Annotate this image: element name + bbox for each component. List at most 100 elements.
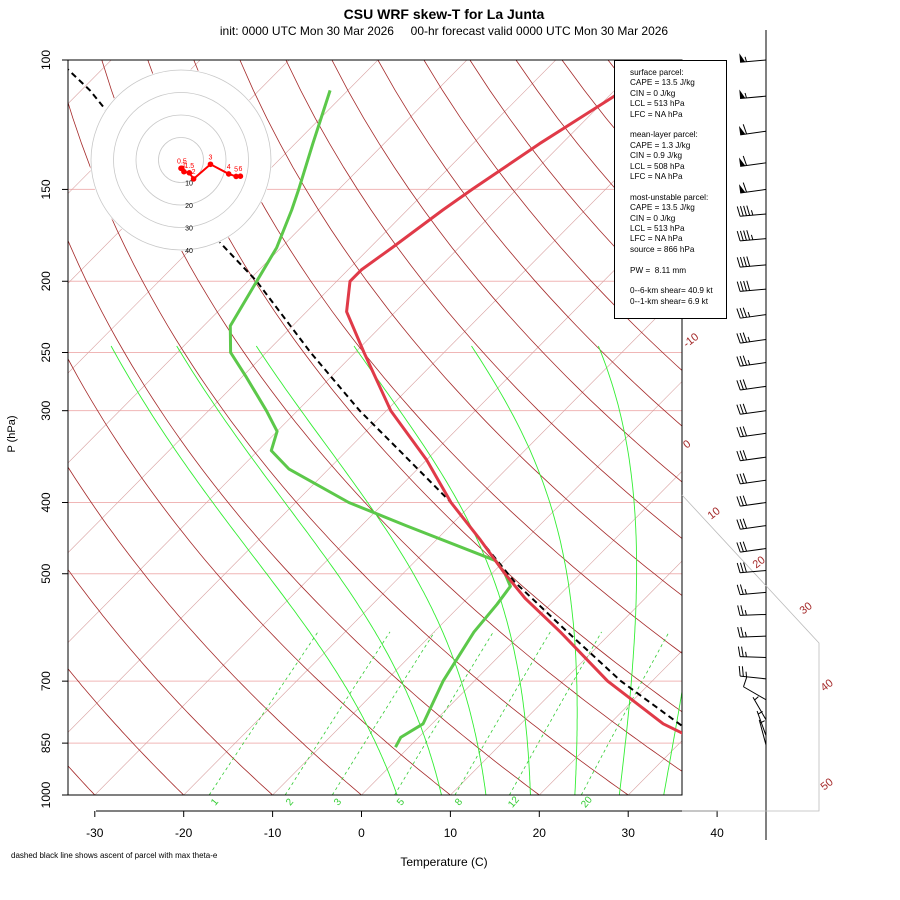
mixing-ratio-line [509, 631, 602, 795]
dry-adiabat [285, 60, 682, 539]
wind-barb [739, 89, 767, 99]
isotherm-line [272, 381, 682, 795]
hodograph-point [225, 171, 232, 177]
skewt-grid [68, 44, 900, 811]
y-tick-label: 400 [39, 492, 53, 512]
wind-barb-full [742, 518, 748, 529]
x-tick-label: -10 [264, 826, 282, 840]
wind-barb-full [736, 427, 741, 438]
wind-barb [736, 450, 767, 462]
wind-barb-half [747, 311, 751, 318]
wind-barb-full [739, 473, 744, 484]
wind-barb-flag [739, 184, 746, 194]
mixing-ratio-line [580, 631, 670, 795]
wind-barb-staff [740, 410, 767, 415]
hodograph-point [181, 168, 187, 175]
mixing-ratio-label: 5 [395, 796, 407, 808]
hodograph-ring [135, 114, 227, 206]
wind-barb-full [736, 562, 741, 573]
hodograph-point [237, 173, 244, 179]
x-tick-label: 10 [444, 826, 458, 840]
wind-barb [752, 696, 767, 721]
wind-barb [739, 124, 767, 136]
x-tick-label: 30 [622, 826, 636, 840]
dry-adiabat [193, 60, 682, 654]
wind-barb-staff [740, 162, 767, 167]
wind-barb-full [739, 404, 744, 415]
y-tick-label: 100 [39, 50, 53, 70]
wind-barb-full [739, 426, 744, 437]
wind-barb-full [739, 518, 744, 529]
wind-barb-staff [740, 675, 767, 680]
wind-barb-full [739, 307, 744, 318]
wind-barb [736, 205, 767, 217]
wind-barb-half [744, 56, 747, 62]
wind-barb-full [742, 124, 748, 135]
x-tick-label: 20 [533, 826, 547, 840]
wind-barb-full [739, 379, 744, 390]
hodograph-point-label: 0.5 [177, 158, 187, 165]
wind-barb-staff [739, 656, 767, 658]
dry-adiabat-label: 0 [681, 438, 693, 451]
y-tick-label: 1000 [39, 781, 53, 808]
dry-adiabat [68, 466, 363, 795]
hodograph-background [90, 69, 272, 251]
stat-line: CAPE = 13.5 J/kg [630, 78, 695, 88]
wind-barb-full [743, 280, 747, 291]
dry-adiabat-label: -10 [681, 331, 701, 350]
mixing-ratio-label: 8 [453, 796, 465, 808]
hodograph-point [186, 170, 193, 176]
wind-barb [739, 182, 767, 194]
mixing-ratio-label: 1 [209, 796, 221, 808]
stat-line: CIN = 0 J/kg [630, 88, 676, 98]
wind-barb-full [736, 257, 741, 268]
mixing-ratio-line [208, 631, 319, 795]
stat-line: surface parcel: [630, 68, 684, 77]
dry-adiabat [746, 60, 900, 811]
isotherm-line [791, 44, 900, 811]
isotherm-line [94, 201, 682, 795]
wind-barb-full [736, 230, 741, 242]
wind-barb [736, 562, 767, 574]
y-tick-label: 700 [39, 671, 53, 691]
mixing-ratio-line [331, 631, 435, 795]
stat-line: PW = 8.11 mm [630, 265, 687, 275]
isotherm-line [361, 470, 682, 795]
mixing-ratio-label: 3 [332, 796, 344, 808]
wind-barb [736, 307, 767, 319]
wind-barb-staff [739, 635, 767, 638]
wind-barb-half [744, 631, 747, 637]
wind-barb-full [741, 646, 744, 657]
stat-line: LCL = 513 hPa [630, 224, 685, 234]
wind-barb-full [739, 562, 744, 573]
isotherm-line [68, 60, 557, 554]
wind-barb-full [743, 205, 747, 216]
wind-barb-full [742, 182, 748, 193]
wind-barb-full [743, 562, 747, 573]
isotherm-line [68, 60, 468, 464]
wind-barb-full [739, 332, 744, 343]
hodograph-point-label: 4 [227, 164, 231, 171]
wind-barb-flag [739, 125, 746, 135]
x-tick-label: -30 [86, 826, 104, 840]
wind-barb-full [742, 155, 748, 166]
wind-barb-staff [740, 288, 767, 292]
wind-barb-full [746, 280, 751, 291]
stat-line: most-unstable parcel: [630, 192, 709, 202]
wind-barb-half [744, 610, 747, 616]
y-tick-label: 850 [39, 733, 53, 753]
y-tick-label: 300 [39, 400, 53, 420]
wind-barb [743, 676, 767, 701]
wind-barb-half [750, 210, 754, 216]
wind-barb-flag [739, 89, 746, 99]
wind-barb-full [736, 519, 741, 530]
hodograph-point [207, 161, 214, 168]
dry-adiabat [561, 60, 682, 206]
hodograph-point-label: 1.5 [184, 163, 194, 170]
wind-barb-full [746, 230, 751, 241]
wind-barb [736, 403, 767, 415]
wind-barb [736, 280, 767, 292]
wind-barb [736, 332, 767, 344]
isotherm-line [68, 60, 646, 643]
